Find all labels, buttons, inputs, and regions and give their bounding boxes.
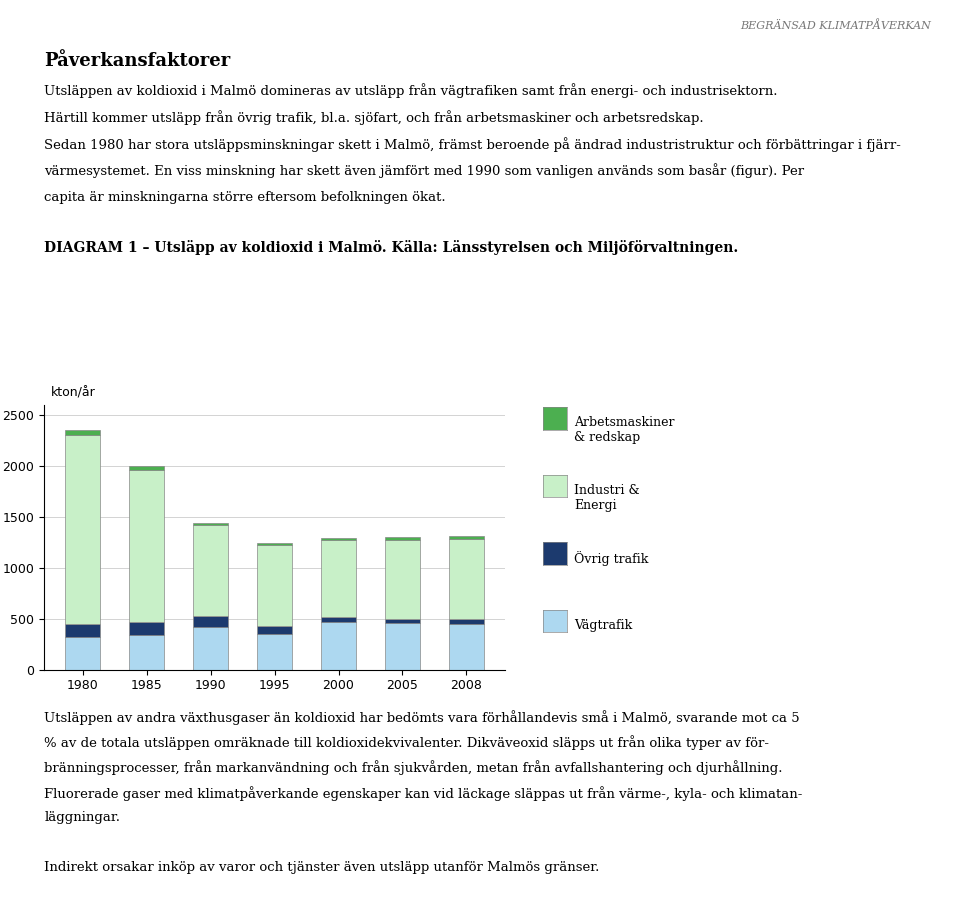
Text: Utsläppen av koldioxid i Malmö domineras av utsläpp från vägtrafiken samt från e: Utsläppen av koldioxid i Malmö domineras… <box>44 83 778 98</box>
Text: Övrig trafik: Övrig trafik <box>574 551 648 566</box>
Text: BEGRÄNSAD KLIMATPÅVERKAN: BEGRÄNSAD KLIMATPÅVERKAN <box>740 20 931 31</box>
Bar <box>257 543 292 546</box>
Bar <box>193 523 228 525</box>
Text: värmesystemet. En viss minskning har skett även jämfört med 1990 som vanligen an: värmesystemet. En viss minskning har ske… <box>44 164 804 179</box>
Text: Sedan 1980 har stora utsläppsminskningar skett i Malmö, främst beroende på ändra: Sedan 1980 har stora utsläppsminskningar… <box>44 137 901 152</box>
Bar <box>385 539 420 619</box>
Text: läggningar.: läggningar. <box>44 811 120 823</box>
Bar <box>193 628 228 670</box>
Text: Fluorerade gaser med klimatpåverkande egenskaper kan vid läckage släppas ut från: Fluorerade gaser med klimatpåverkande eg… <box>44 786 803 801</box>
Bar <box>449 619 484 624</box>
Bar <box>65 624 100 637</box>
Bar <box>65 637 100 670</box>
Bar <box>321 617 356 622</box>
Bar <box>129 635 164 670</box>
Bar <box>321 622 356 670</box>
Text: Härtill kommer utsläpp från övrig trafik, bl.a. sjöfart, och från arbetsmaskiner: Härtill kommer utsläpp från övrig trafik… <box>44 110 704 125</box>
Text: Utsläppen av andra växthusgaser än koldioxid har bedömts vara förhållandevis små: Utsläppen av andra växthusgaser än koldi… <box>44 710 800 725</box>
Bar <box>129 622 164 635</box>
Text: kton/år: kton/år <box>51 387 95 399</box>
Text: Indirekt orsakar inköp av varor och tjänster även utsläpp utanför Malmös gränser: Indirekt orsakar inköp av varor och tjän… <box>44 861 600 874</box>
Bar <box>257 626 292 634</box>
Bar <box>129 470 164 622</box>
Bar <box>385 537 420 539</box>
Bar <box>385 619 420 623</box>
Bar <box>449 624 484 670</box>
Bar <box>129 467 164 470</box>
Bar <box>65 430 100 435</box>
Bar <box>257 546 292 626</box>
Bar <box>321 540 356 617</box>
Bar <box>257 634 292 670</box>
Text: bränningsprocesser, från markanvändning och från sjukvården, metan från avfallsh: bränningsprocesser, från markanvändning … <box>44 761 782 776</box>
Text: % av de totala utsläppen omräknade till koldioxidekvivalenter. Dikväveoxid släpp: % av de totala utsläppen omräknade till … <box>44 735 769 751</box>
Bar <box>65 435 100 624</box>
Bar <box>193 616 228 628</box>
Bar <box>449 536 484 539</box>
Bar <box>321 538 356 540</box>
Bar <box>385 623 420 670</box>
Bar <box>449 539 484 619</box>
Text: capita är minskningarna större eftersom befolkningen ökat.: capita är minskningarna större eftersom … <box>44 191 445 203</box>
Text: Industri &
Energi: Industri & Energi <box>574 484 639 512</box>
Text: Arbetsmaskiner
& redskap: Arbetsmaskiner & redskap <box>574 416 675 444</box>
Text: Vägtrafik: Vägtrafik <box>574 619 633 631</box>
Text: DIAGRAM 1 – Utsläpp av koldioxid i Malmö. Källa: Länsstyrelsen och Miljöförvaltn: DIAGRAM 1 – Utsläpp av koldioxid i Malmö… <box>44 240 738 255</box>
Bar <box>193 525 228 616</box>
Text: Påverkansfaktorer: Påverkansfaktorer <box>44 52 230 70</box>
